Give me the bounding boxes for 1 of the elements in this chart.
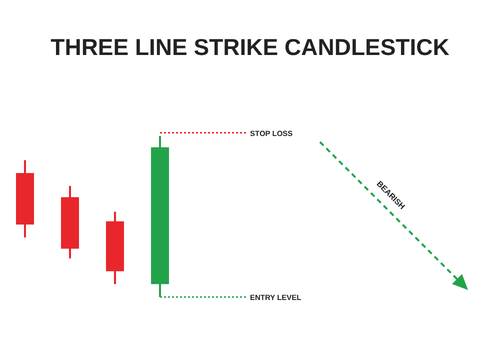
- text: THREE LINE STRIKE CANDLESTICK: [50, 34, 450, 60]
